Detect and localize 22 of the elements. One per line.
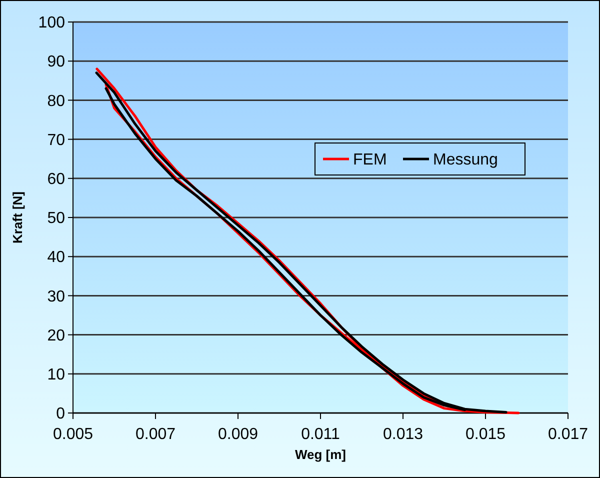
x-tick-label: 0.011 (301, 426, 340, 443)
y-tick-label: 10 (47, 366, 66, 384)
y-tick-label: 60 (47, 171, 66, 188)
x-tick-label: 0.007 (135, 426, 176, 443)
y-tick-label: 0 (56, 406, 66, 423)
y-tick-label: 70 (47, 132, 66, 149)
x-tick-label: 0.009 (218, 426, 258, 443)
x-tick-label: 0.017 (548, 426, 588, 443)
y-tick-label: 20 (47, 327, 66, 344)
y-tick-label: 30 (47, 288, 66, 306)
y-tick-label: 40 (47, 249, 66, 266)
y-axis-title: Kraft [N] (10, 192, 25, 244)
x-tick-label: 0.005 (52, 426, 94, 443)
y-tick-label: 80 (47, 92, 66, 110)
x-axis-title: Weg [m] (294, 447, 346, 462)
x-tick-label: 0.015 (465, 426, 506, 443)
y-tick-label: 100 (38, 14, 66, 32)
legend-label: Messung (433, 152, 498, 169)
y-tick-label: 50 (47, 210, 66, 228)
y-tick-label: 90 (47, 54, 66, 71)
x-tick-label: 0.013 (382, 426, 424, 443)
legend-label: FEM (353, 152, 387, 169)
